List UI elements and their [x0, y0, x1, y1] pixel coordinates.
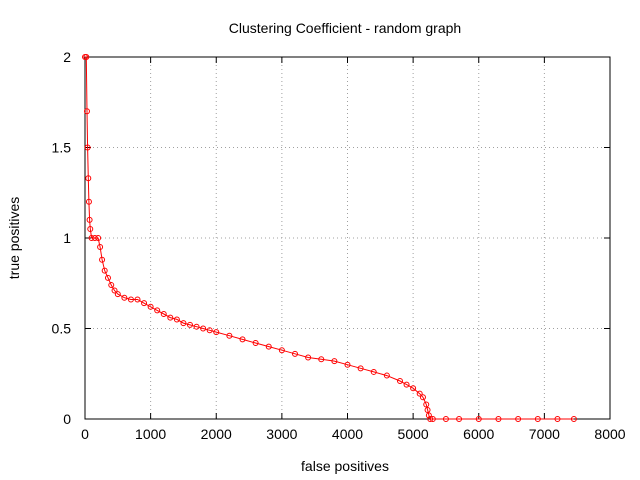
- data-point: [318, 356, 325, 363]
- y-tick-label: 0.5: [52, 321, 72, 337]
- data-point: [104, 274, 111, 281]
- y-tick-label: 1: [63, 230, 71, 246]
- data-point: [85, 175, 92, 182]
- data-point: [193, 323, 200, 330]
- x-tick-label: 5000: [398, 426, 429, 442]
- data-point: [344, 361, 351, 368]
- x-tick-label: 6000: [463, 426, 494, 442]
- y-tick-label: 2: [63, 49, 71, 65]
- x-tick-label: 7000: [529, 426, 560, 442]
- data-point: [86, 216, 93, 223]
- y-tick-label: 1.5: [52, 140, 72, 156]
- data-point: [141, 300, 148, 307]
- data-point: [101, 267, 108, 274]
- data-point: [84, 144, 91, 151]
- data-point: [370, 368, 377, 375]
- x-tick-label: 8000: [594, 426, 625, 442]
- data-point: [200, 325, 207, 332]
- data-point: [515, 416, 522, 422]
- x-tick-label: 1000: [135, 426, 166, 442]
- chart-title: Clustering Coefficient - random graph: [229, 20, 461, 36]
- data-point: [427, 416, 434, 422]
- data-point: [239, 336, 246, 343]
- data-point: [114, 291, 121, 298]
- data-point: [397, 377, 403, 384]
- data-point: [570, 416, 577, 422]
- data-point: [252, 339, 259, 346]
- data-point: [292, 350, 298, 357]
- data-point: [99, 256, 106, 263]
- data-point: [111, 287, 118, 294]
- data-point: [475, 416, 482, 422]
- data-point: [180, 320, 187, 327]
- data-point: [383, 372, 390, 379]
- y-axis-label: true positives: [6, 197, 22, 279]
- data-point: [147, 303, 154, 310]
- data-point: [85, 198, 92, 205]
- data-point: [534, 416, 541, 422]
- data-point: [87, 225, 94, 232]
- data-point: [213, 329, 220, 336]
- data-point: [495, 416, 502, 422]
- data-point: [91, 235, 98, 241]
- data-point: [167, 314, 174, 321]
- data-point: [403, 381, 410, 388]
- data-point: [108, 282, 115, 289]
- data-point: [95, 235, 102, 241]
- series: [82, 54, 577, 422]
- data-point: [173, 316, 180, 323]
- data-point: [83, 54, 90, 60]
- data-point: [410, 385, 417, 392]
- data-point: [456, 416, 463, 422]
- grid: [85, 57, 610, 419]
- x-tick-label: 3000: [266, 426, 297, 442]
- data-point: [425, 412, 432, 419]
- data-point: [121, 294, 128, 301]
- data-point: [423, 401, 430, 408]
- y-tick-label: 0: [63, 411, 71, 427]
- data-point: [429, 416, 436, 422]
- data-point: [88, 235, 95, 241]
- data-point: [97, 244, 104, 251]
- data-point: [305, 354, 312, 361]
- data-point: [357, 365, 364, 372]
- x-tick-label: 4000: [332, 426, 363, 442]
- data-point: [160, 311, 167, 318]
- data-point: [416, 390, 423, 397]
- data-point: [265, 343, 272, 350]
- data-point: [442, 416, 449, 422]
- data-point: [419, 394, 426, 401]
- data-point: [134, 296, 141, 303]
- data-point: [206, 327, 213, 334]
- data-point: [154, 307, 161, 314]
- x-tick-label: 0: [81, 426, 89, 442]
- x-axis-label: false positives: [301, 458, 389, 474]
- data-point: [83, 108, 90, 115]
- data-point: [424, 406, 431, 413]
- data-point: [127, 296, 134, 303]
- data-point: [278, 347, 285, 354]
- x-tick-label: 2000: [201, 426, 232, 442]
- data-point: [187, 321, 193, 328]
- axis-ticks: 0 1000 2000 3000 4000 5000 6000 7000 8000 0 0.5 1 1.…: [52, 49, 626, 442]
- data-point: [226, 332, 233, 339]
- data-point: [554, 416, 561, 422]
- data-point: [331, 358, 338, 365]
